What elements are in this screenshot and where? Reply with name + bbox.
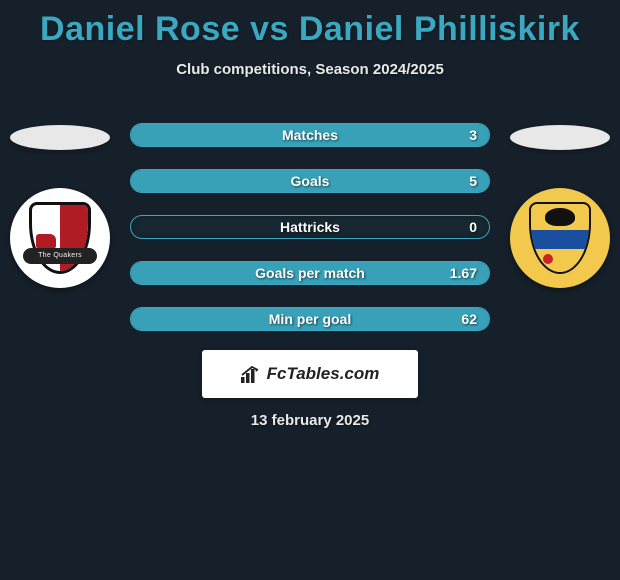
right-flag-icon — [510, 125, 610, 150]
player-left-column: The Quakers — [0, 115, 120, 288]
subtitle: Club competitions, Season 2024/2025 — [0, 61, 620, 78]
page-title: Daniel Rose vs Daniel Philliskirk — [0, 0, 620, 49]
stat-label: Hattricks — [280, 219, 340, 235]
brand-chart-icon — [241, 365, 263, 383]
stat-row: Goals per match 1.67 — [130, 261, 490, 285]
main-area: The Quakers Matches 3 Goals 5 Hattricks 0 Goal… — [0, 115, 620, 331]
brand-text: FcTables.com — [267, 364, 380, 384]
stat-label: Min per goal — [269, 311, 351, 327]
right-club-crest-icon — [510, 188, 610, 288]
right-shield-icon — [529, 202, 591, 274]
stat-value: 0 — [469, 219, 477, 235]
stat-value: 62 — [461, 311, 477, 327]
stat-row: Min per goal 62 — [130, 307, 490, 331]
player-right-column — [500, 115, 620, 288]
left-crest-banner: The Quakers — [23, 248, 97, 264]
stat-label: Goals — [291, 173, 330, 189]
stat-row: Goals 5 — [130, 169, 490, 193]
brand-badge: FcTables.com — [202, 350, 418, 398]
stat-label: Matches — [282, 127, 338, 143]
stat-label: Goals per match — [255, 265, 365, 281]
date-label: 13 february 2025 — [0, 412, 620, 429]
stat-value: 5 — [469, 173, 477, 189]
left-club-crest-icon: The Quakers — [10, 188, 110, 288]
stat-value: 3 — [469, 127, 477, 143]
stat-row: Matches 3 — [130, 123, 490, 147]
stat-value: 1.67 — [450, 265, 477, 281]
left-flag-icon — [10, 125, 110, 150]
stats-list: Matches 3 Goals 5 Hattricks 0 Goals per match 1… — [120, 115, 500, 331]
stat-row: Hattricks 0 — [130, 215, 490, 239]
